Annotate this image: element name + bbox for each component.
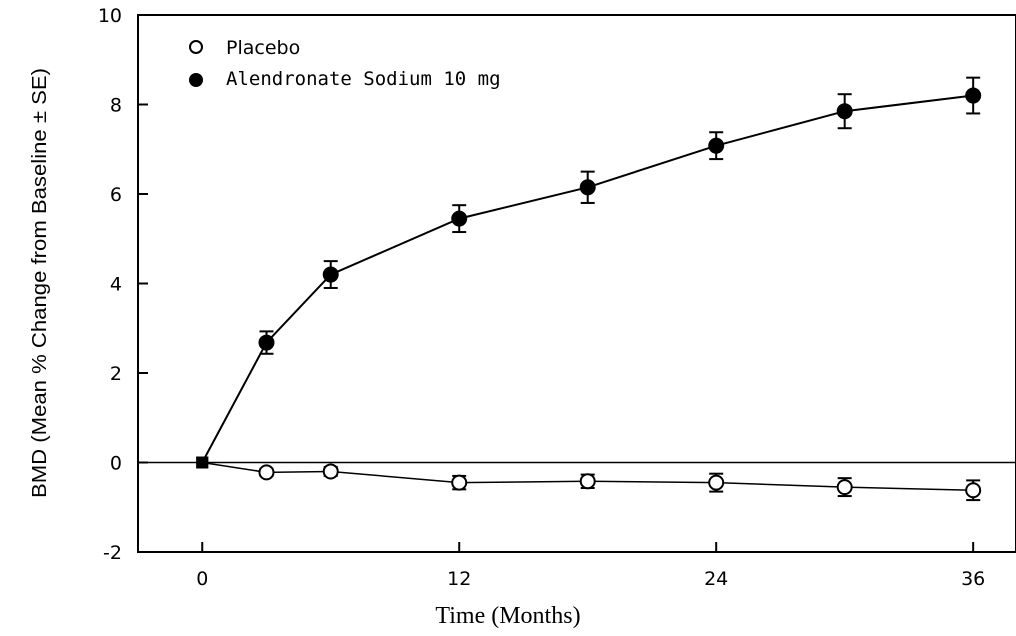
- data-point-alendronate: [579, 179, 596, 196]
- legend-label-placebo: Placebo: [226, 37, 300, 59]
- data-point-placebo: [836, 479, 853, 496]
- x-axis: 0 12 24 36: [196, 542, 985, 590]
- data-point-alendronate: [322, 266, 339, 283]
- data-point-placebo: [258, 464, 275, 481]
- x-tick-label: 0: [196, 568, 208, 590]
- baseline-point: [196, 456, 209, 469]
- y-axis: -2 0 2 4 6 8 10: [98, 5, 148, 564]
- data-point-alendronate: [451, 210, 468, 227]
- y-tick-label: 8: [110, 95, 122, 117]
- data-point-placebo: [708, 474, 725, 491]
- legend-marker-alendronate: [189, 73, 203, 87]
- y-tick-label: -2: [103, 542, 122, 564]
- data-point-alendronate: [258, 334, 275, 351]
- data-point-alendronate: [965, 87, 982, 104]
- y-tick-label: 10: [98, 5, 122, 27]
- series-layer: [138, 76, 1016, 502]
- y-tick-label: 4: [110, 274, 122, 296]
- data-point-placebo: [579, 473, 596, 490]
- data-point-placebo: [451, 474, 468, 491]
- x-tick-label: 12: [447, 568, 471, 590]
- legend-label-alendronate: Alendronate Sodium 10 mg: [226, 68, 501, 90]
- series-line-placebo: [202, 461, 974, 491]
- y-tick-label: 6: [110, 184, 122, 206]
- y-tick-label: 0: [110, 453, 122, 475]
- x-axis-label: Time (Months): [435, 603, 580, 629]
- series-line-alendronate: [201, 94, 974, 463]
- legend-marker-placebo: [189, 40, 203, 54]
- legend: Placebo Alendronate Sodium 10 mg: [189, 37, 501, 90]
- data-point-alendronate: [708, 137, 725, 154]
- y-axis-label: BMD (Mean % Change from Baseline ± SE): [29, 68, 51, 498]
- x-tick-label: 24: [704, 568, 728, 590]
- data-point-alendronate: [836, 103, 853, 120]
- data-point-placebo: [322, 463, 339, 480]
- data-point-placebo: [965, 482, 982, 499]
- x-tick-label: 36: [961, 568, 985, 590]
- y-tick-label: 2: [110, 363, 122, 385]
